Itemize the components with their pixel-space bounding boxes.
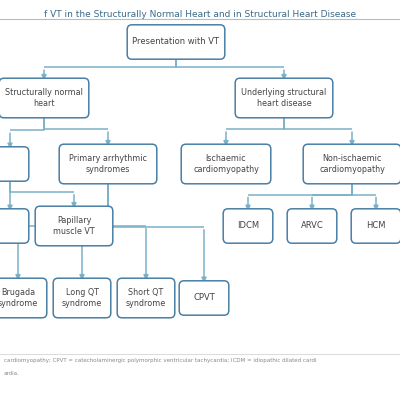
Text: f VT in the Structurally Normal Heart and in Structural Heart Disease: f VT in the Structurally Normal Heart an… xyxy=(44,10,356,19)
FancyBboxPatch shape xyxy=(181,144,271,184)
FancyBboxPatch shape xyxy=(53,278,111,318)
Text: Structurally normal
heart: Structurally normal heart xyxy=(5,88,83,108)
Text: CPVT: CPVT xyxy=(193,294,215,302)
FancyBboxPatch shape xyxy=(179,281,229,315)
FancyBboxPatch shape xyxy=(287,209,337,243)
FancyBboxPatch shape xyxy=(127,25,225,59)
FancyBboxPatch shape xyxy=(0,147,29,181)
FancyBboxPatch shape xyxy=(303,144,400,184)
Text: Short QT
syndrome: Short QT syndrome xyxy=(126,288,166,308)
FancyBboxPatch shape xyxy=(223,209,273,243)
FancyBboxPatch shape xyxy=(117,278,175,318)
Text: Underlying structural
heart disease: Underlying structural heart disease xyxy=(241,88,327,108)
FancyBboxPatch shape xyxy=(0,78,89,118)
Text: Papillary
muscle VT: Papillary muscle VT xyxy=(53,216,95,236)
FancyBboxPatch shape xyxy=(59,144,157,184)
FancyBboxPatch shape xyxy=(35,206,113,246)
Text: cardiomyopathy; CPVT = catecholaminergic polymorphic ventricular tachycardia; IC: cardiomyopathy; CPVT = catecholaminergic… xyxy=(4,358,316,363)
FancyBboxPatch shape xyxy=(235,78,333,118)
Text: IDCM: IDCM xyxy=(237,222,259,230)
Text: Primary arrhythmic
syndromes: Primary arrhythmic syndromes xyxy=(69,154,147,174)
Text: ARVC: ARVC xyxy=(301,222,323,230)
Text: Ischaemic
cardiomyopathy: Ischaemic cardiomyopathy xyxy=(193,154,259,174)
Text: Presentation with VT: Presentation with VT xyxy=(132,38,220,46)
Text: ardia.: ardia. xyxy=(4,371,20,376)
FancyBboxPatch shape xyxy=(0,209,29,243)
Text: HCM: HCM xyxy=(366,222,386,230)
Text: Non-ischaemic
cardiomyopathy: Non-ischaemic cardiomyopathy xyxy=(319,154,385,174)
FancyBboxPatch shape xyxy=(351,209,400,243)
Text: Long QT
syndrome: Long QT syndrome xyxy=(62,288,102,308)
Text: Brugada
syndrome: Brugada syndrome xyxy=(0,288,38,308)
FancyBboxPatch shape xyxy=(0,278,47,318)
